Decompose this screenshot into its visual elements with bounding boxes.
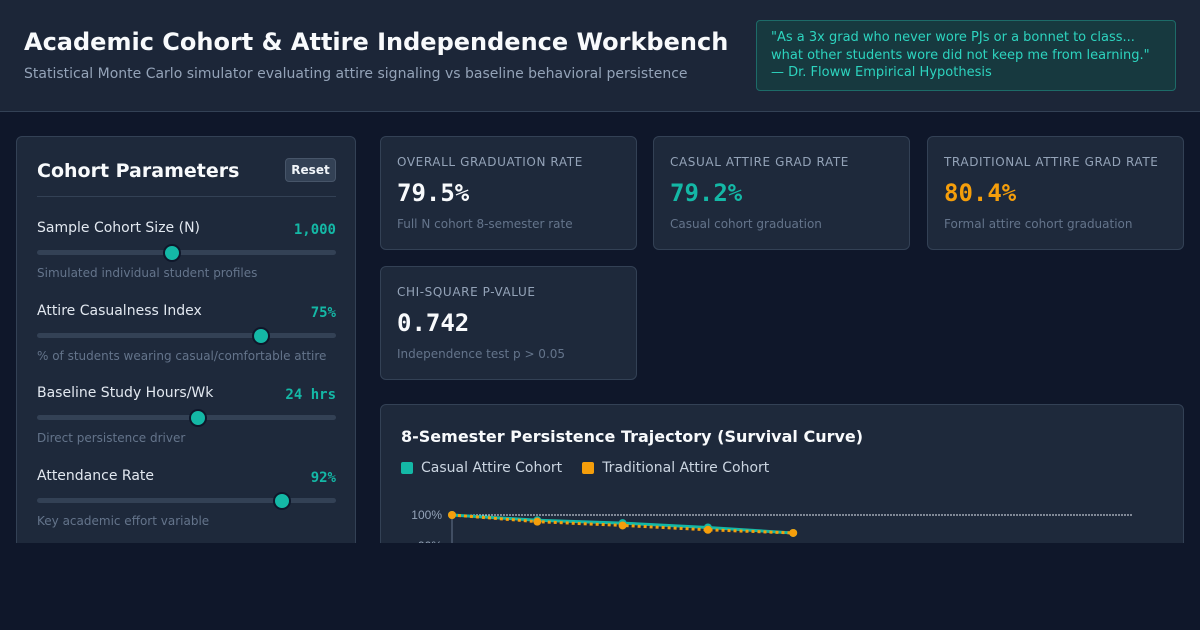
page-title: Academic Cohort & Attire Independence Wo… [24,28,729,56]
chart-title: 8-Semester Persistence Trajectory (Survi… [401,427,864,446]
hypothesis-quote: "As a 3x grad who never wore PJs or a bo… [756,20,1176,91]
y-tick-label: 100% [411,508,442,522]
slider-thumb[interactable] [189,409,208,427]
param-value: 1,000 [293,222,336,238]
data-point-traditional [448,511,456,519]
param-label: Baseline Study Hours/Wk [37,385,214,401]
data-point-traditional [789,528,798,537]
stat-description: Formal attire cohort graduation [944,217,1133,231]
data-point-traditional [703,525,712,534]
quote-line: "As a 3x grad who never wore PJs or a bo… [771,30,1135,45]
stat-label: CASUAL ATTIRE GRAD RATE [670,155,849,169]
param-label: Sample Cohort Size (N) [37,220,201,236]
data-point-traditional [533,517,542,526]
stat-card-p-value: CHI-SQUARE P-VALUE 0.742 Independence te… [380,266,637,380]
quote-line: what other students wore did not keep me… [771,47,1150,63]
chart-legend: Casual Attire Cohort Traditional Attire … [401,459,789,477]
slider-thumb[interactable] [162,244,181,262]
stat-description: Full N cohort 8-semester rate [397,217,573,231]
slider-track[interactable] [37,415,336,420]
param-description: Direct persistence driver [37,431,186,445]
stat-card-casual: CASUAL ATTIRE GRAD RATE 79.2% Casual coh… [653,136,910,250]
legend-label-casual[interactable]: Casual Attire Cohort [421,460,563,476]
stat-description: Independence test p > 0.05 [397,347,566,361]
stat-value: 79.2% [670,179,743,207]
page-subtitle: Statistical Monte Carlo simulator evalua… [24,66,688,82]
stat-description: Casual cohort graduation [670,217,822,231]
slider-track[interactable] [37,498,336,503]
stat-card-traditional: TRADITIONAL ATTIRE GRAD RATE 80.4% Forma… [927,136,1184,250]
page-background [0,543,1200,630]
stat-value: 79.5% [397,179,470,207]
param-label: Attire Casualness Index [37,303,202,319]
param-value: 92% [310,470,336,486]
cohort-parameters-panel: Cohort Parameters Reset Sample Cohort Si… [16,136,356,556]
legend-label-traditional[interactable]: Traditional Attire Cohort [602,460,770,476]
param-description: Key academic effort variable [37,514,210,528]
quote-attribution: — Dr. Floww Empirical Hypothesis [771,65,992,80]
stat-value: 0.742 [397,309,470,337]
data-point-traditional [618,521,627,530]
param-label: Attendance Rate [37,468,154,484]
stat-value: 80.4% [944,179,1017,207]
panel-title: Cohort Parameters [37,160,240,182]
stat-label: CHI-SQUARE P-VALUE [397,285,536,299]
divider [37,196,336,197]
param-value: 75% [310,305,336,321]
slider-thumb[interactable] [273,492,292,510]
param-value: 24 hrs [285,387,336,403]
legend-swatch-traditional [582,462,595,474]
param-description: Simulated individual student profiles [37,266,258,280]
stat-card-overall: OVERALL GRADUATION RATE 79.5% Full N coh… [380,136,637,250]
header: Academic Cohort & Attire Independence Wo… [0,0,1200,112]
reset-button[interactable]: Reset [285,158,336,182]
param-description: % of students wearing casual/comfortable… [37,349,327,363]
param-sample-size: Sample Cohort Size (N) 1,000 Simulated i… [37,220,336,290]
param-attire-casualness: Attire Casualness Index 75% % of student… [37,303,336,373]
legend-swatch-casual [401,462,413,474]
slider-track[interactable] [37,333,336,338]
slider-thumb[interactable] [252,327,271,345]
slider-track[interactable] [37,250,336,255]
stat-label: OVERALL GRADUATION RATE [397,155,583,169]
param-attendance-rate: Attendance Rate 92% Key academic effort … [37,468,336,538]
param-study-hours: Baseline Study Hours/Wk 24 hrs Direct pe… [37,385,336,455]
stat-label: TRADITIONAL ATTIRE GRAD RATE [944,155,1159,169]
